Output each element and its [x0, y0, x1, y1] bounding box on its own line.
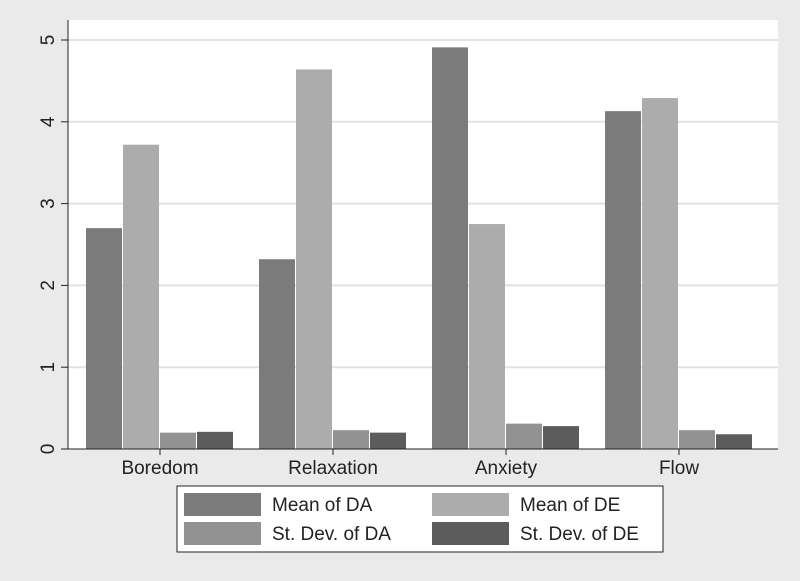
- x-tick-label-boredom: Boredom: [121, 458, 198, 479]
- bar-relaxation-mean-of-da: [259, 259, 295, 449]
- bar-flow-mean-of-de: [642, 98, 678, 449]
- y-tick-label: 2: [38, 280, 59, 291]
- legend-label-st-dev-of-de: St. Dev. of DE: [520, 524, 639, 545]
- legend-label-mean-of-da: Mean of DA: [272, 495, 373, 516]
- bar-anxiety-mean-of-da: [432, 47, 468, 449]
- bar-relaxation-st-dev-of-de: [370, 432, 406, 449]
- legend-swatch-st-dev-of-da: [184, 522, 261, 545]
- axes: [67, 20, 778, 450]
- bar-relaxation-st-dev-of-da: [333, 430, 369, 449]
- bar-boredom-mean-of-da: [86, 228, 122, 449]
- x-tick-label-anxiety: Anxiety: [475, 458, 538, 479]
- bar-boredom-st-dev-of-de: [197, 431, 233, 449]
- x-tick-label-flow: Flow: [659, 458, 699, 479]
- y-tick-label: 3: [38, 198, 59, 209]
- bar-flow-st-dev-of-de: [716, 434, 752, 449]
- y-tick-label: 0: [38, 444, 59, 455]
- bar-boredom-mean-of-de: [123, 144, 159, 450]
- y-tick-label: 5: [38, 35, 59, 46]
- legend-label-mean-of-de: Mean of DE: [520, 495, 620, 516]
- legend-items: Mean of DA Mean of DE St. Dev. of DA St. De…: [184, 493, 639, 545]
- y-tick-label: 4: [38, 116, 59, 127]
- legend-label-st-dev-of-da: St. Dev. of DA: [272, 524, 391, 545]
- legend: Mean of DA Mean of DE St. Dev. of DA St. De…: [176, 485, 664, 553]
- bar-flow-mean-of-da: [605, 111, 641, 449]
- legend-swatch-mean-of-da: [184, 493, 261, 516]
- legend-swatch-st-dev-of-de: [432, 522, 509, 545]
- bars: [86, 47, 752, 450]
- bar-anxiety-st-dev-of-da: [506, 423, 542, 449]
- bar-flow-st-dev-of-da: [679, 430, 715, 449]
- legend-swatch-mean-of-de: [432, 493, 509, 516]
- y-axis-ticks: 0 1 2 3 4 5: [38, 35, 68, 455]
- bar-boredom-st-dev-of-da: [160, 432, 196, 449]
- bar-relaxation-mean-of-de: [296, 69, 332, 449]
- y-tick-label: 1: [38, 362, 59, 373]
- bar-anxiety-st-dev-of-de: [543, 426, 579, 449]
- bar-anxiety-mean-of-de: [469, 224, 505, 449]
- x-axis-ticks: Boredom Relaxation Anxiety Flow: [121, 449, 699, 479]
- x-tick-label-relaxation: Relaxation: [288, 458, 378, 479]
